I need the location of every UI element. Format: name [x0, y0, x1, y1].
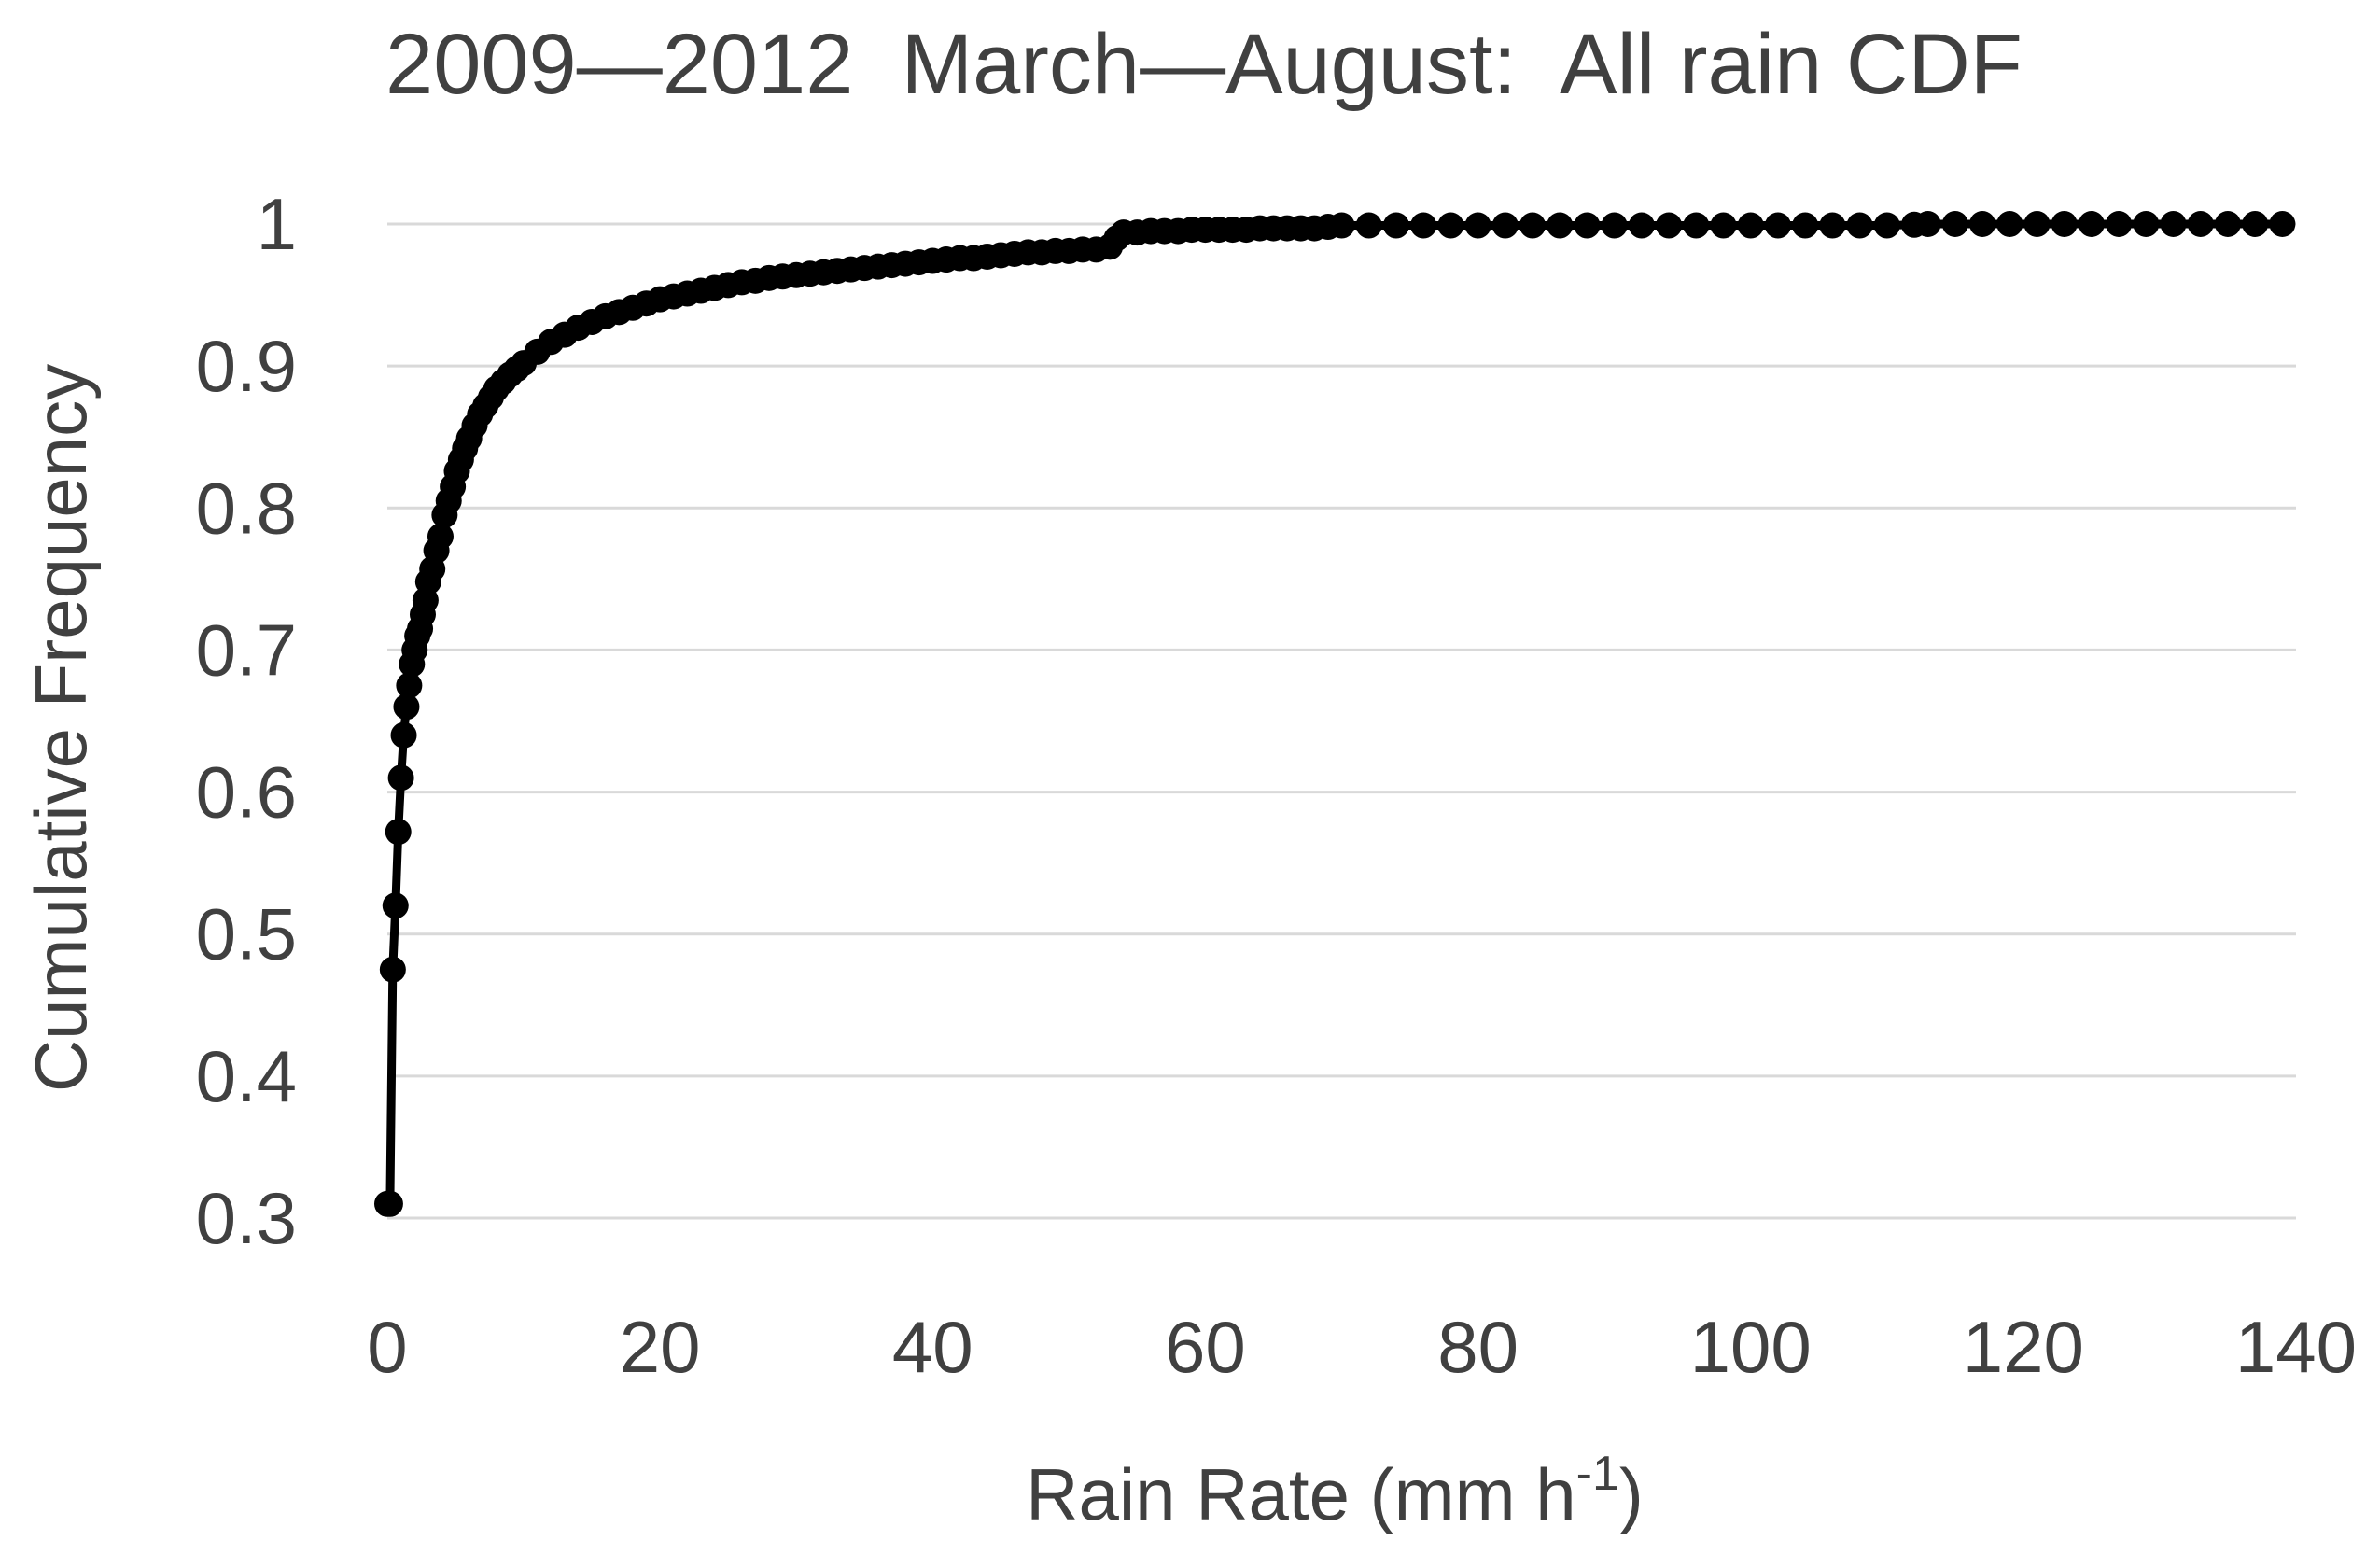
x-tick-label: 120: [1963, 1306, 2084, 1388]
data-point: [2269, 211, 2296, 237]
data-point: [379, 956, 406, 983]
data-point: [1519, 212, 1546, 239]
data-point: [1941, 211, 1968, 237]
data-point: [2051, 211, 2078, 237]
data-point: [2023, 211, 2051, 237]
y-tick-label: 0.7: [196, 609, 297, 691]
x-tick-label: 100: [1690, 1306, 1812, 1388]
data-point: [1683, 212, 1710, 239]
y-axis-label: Cumulative Frequency: [20, 364, 102, 1092]
y-tick-label: 0.6: [196, 751, 297, 834]
data-point: [2078, 211, 2105, 237]
data-point: [1628, 212, 1655, 239]
x-tick-label: 80: [1437, 1306, 1519, 1388]
y-tick-label: 0.8: [196, 467, 297, 549]
data-point: [376, 1190, 403, 1217]
data-point: [1846, 212, 1873, 239]
data-point: [1792, 212, 1819, 239]
data-point: [2160, 211, 2187, 237]
data-point: [385, 819, 412, 846]
x-tick-label: 60: [1165, 1306, 1246, 1388]
x-tick-label: 40: [892, 1306, 973, 1388]
data-point: [1437, 212, 1464, 239]
x-tick-label: 140: [2235, 1306, 2357, 1388]
gridlines: [387, 222, 2296, 1220]
y-tick-label: 0.4: [196, 1035, 297, 1117]
data-point: [396, 672, 423, 699]
data-point: [1996, 211, 2023, 237]
data-point: [2133, 211, 2160, 237]
data-point: [382, 892, 409, 919]
x-axis-label: Rain Rate (mm h-1): [1026, 1447, 1644, 1535]
y-tick-label: 0.3: [196, 1177, 297, 1259]
data-point: [1601, 212, 1628, 239]
data-point: [393, 693, 420, 721]
data-point: [1574, 212, 1601, 239]
x-axis-tick-labels: 0 20 40 60 80 100 120 140: [367, 1306, 2357, 1388]
data-point: [1464, 212, 1491, 239]
data-point: [1914, 211, 1941, 237]
data-point: [1491, 212, 1519, 239]
data-point: [1355, 212, 1382, 239]
x-axis-label-main: Rain Rate (mm h: [1026, 1453, 1576, 1535]
x-axis-label-superscript: -1: [1576, 1447, 1619, 1501]
y-axis-tick-labels: 0.3 0.4 0.5 0.6 0.7 0.8 0.9 1: [196, 183, 297, 1259]
data-point: [2214, 211, 2241, 237]
series-cdf: [374, 211, 2296, 1217]
series-line: [383, 219, 2287, 1209]
x-axis-label-suffix: ): [1619, 1453, 1644, 1535]
data-point: [1737, 212, 1764, 239]
data-point: [1764, 212, 1791, 239]
data-point: [390, 721, 417, 749]
chart-title: 2009—2012 March—August: All rain CDF: [385, 17, 2023, 112]
data-point: [2242, 211, 2269, 237]
data-point: [1382, 212, 1409, 239]
data-point: [1710, 212, 1737, 239]
data-point: [1873, 212, 1900, 239]
data-point: [1410, 212, 1437, 239]
y-tick-label: 1: [257, 183, 297, 265]
data-point: [2187, 211, 2214, 237]
y-tick-label: 0.9: [196, 325, 297, 407]
x-tick-label: 0: [367, 1306, 407, 1388]
data-point: [1547, 212, 1574, 239]
y-tick-label: 0.5: [196, 893, 297, 975]
data-point: [1656, 212, 1683, 239]
data-point: [387, 764, 414, 792]
data-point: [1328, 212, 1355, 239]
data-point: [1969, 211, 1996, 237]
data-point: [427, 523, 454, 550]
x-tick-label: 20: [620, 1306, 701, 1388]
data-point: [2106, 211, 2133, 237]
data-point: [1819, 212, 1846, 239]
